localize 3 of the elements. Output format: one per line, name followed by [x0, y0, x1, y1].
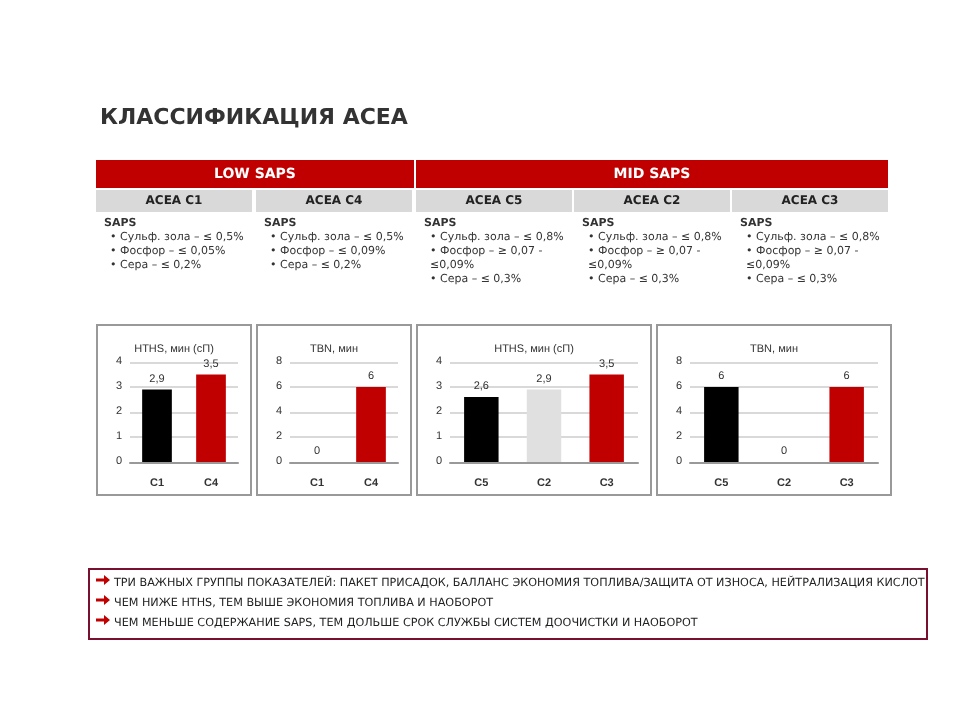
text: КЛАССИФИКАЦИЯ ACEA — [100, 104, 408, 130]
bar — [589, 374, 624, 462]
bar — [464, 397, 499, 462]
